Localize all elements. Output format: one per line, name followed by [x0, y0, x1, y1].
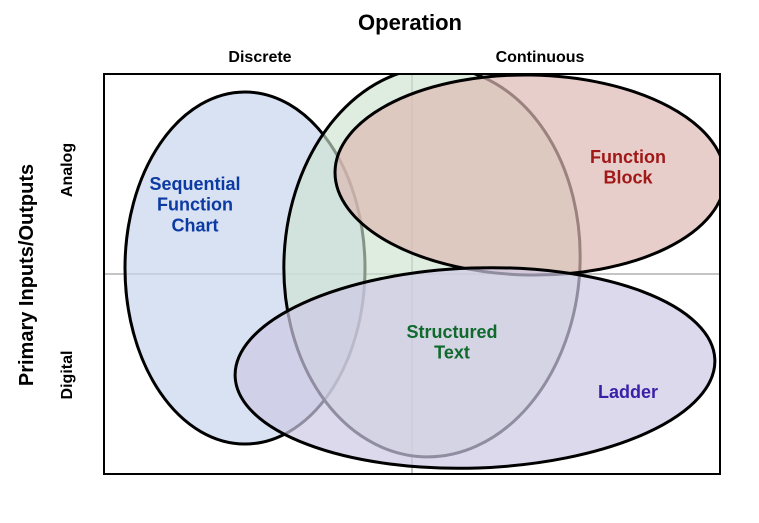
y-axis-category-1: Digital — [59, 351, 76, 400]
y-axis-category-0: Analog — [59, 143, 76, 197]
x-axis-title: Operation — [358, 10, 462, 35]
y-axis-title: Primary Inputs/Outputs — [16, 164, 38, 386]
x-axis-category-0: Discrete — [228, 49, 291, 66]
diagram-container: SequentialFunctionChartStructuredTextFun… — [0, 0, 759, 523]
venn-diagram-svg: SequentialFunctionChartStructuredTextFun… — [0, 0, 759, 523]
x-axis-category-1: Continuous — [496, 49, 585, 66]
label-ladder: Ladder — [598, 382, 658, 402]
